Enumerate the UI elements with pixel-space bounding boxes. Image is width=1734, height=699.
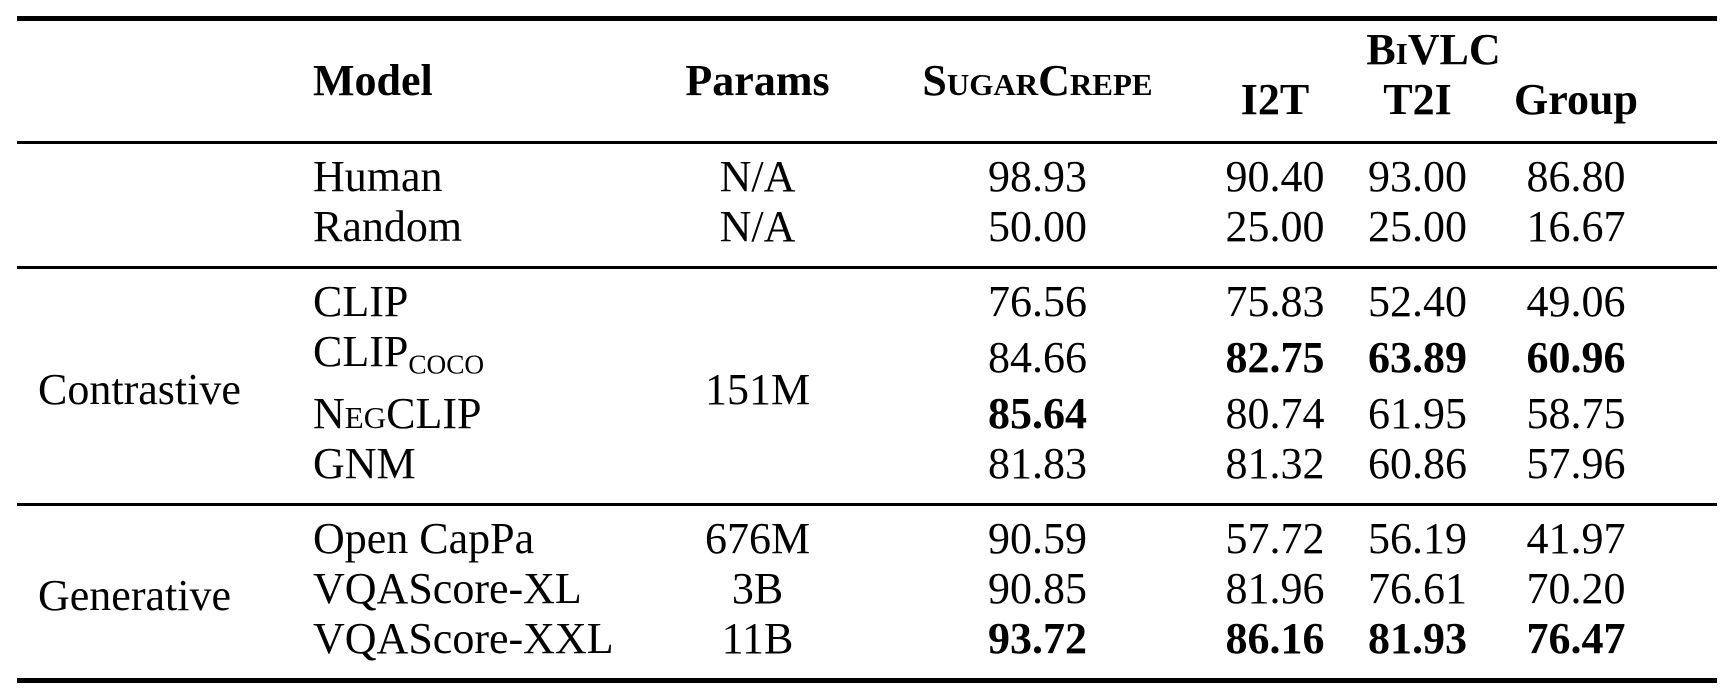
group-label: Generative (38, 571, 231, 621)
model-name-smallcaps: Neg (313, 389, 387, 439)
score-group: 57.96 (1526, 439, 1626, 489)
column-header-i2t: I2T (1240, 74, 1310, 124)
paper-page: Model Params SugarCrepe BiVLC I2T T2I Gr… (17, 16, 1718, 684)
table-row: CLIPCOCO 84.66 82.75 63.89 60.96 (17, 327, 1717, 390)
table-row: Human N/A 98.93 90.40 93.00 86.80 (17, 142, 1717, 202)
model-name-text: CLIP (313, 326, 409, 376)
model-name: Human (300, 142, 650, 202)
score-i2t: 90.40 (1225, 151, 1325, 201)
score-i2t: 25.00 (1225, 201, 1325, 251)
model-name-subscript: COCO (408, 349, 485, 380)
table-row: VQAScore-XXL 11B 93.72 86.16 81.93 76.47 (17, 614, 1717, 681)
score-i2t: 75.83 (1225, 276, 1325, 326)
params-value: 151M (704, 364, 811, 414)
score-i2t: 81.32 (1225, 439, 1325, 489)
table-row: Generative Open CapPa 676M 90.59 57.72 56.19 4… (17, 505, 1717, 620)
score-t2i: 56.19 (1368, 514, 1467, 564)
model-name: CLIPCOCO (300, 327, 650, 390)
table-row: VQAScore-XL 3B 90.85 81.96 76.61 70.20 (17, 564, 1717, 614)
score-group: 41.97 (1526, 514, 1626, 564)
model-name-text: GNM (313, 439, 416, 489)
table-section-generative: Generative Open CapPa 676M 90.59 57.72 56.19 4… (17, 504, 1718, 681)
group-label (17, 142, 300, 267)
score-group: 86.80 (1526, 151, 1626, 201)
score-group: 58.75 (1526, 389, 1626, 439)
column-header-sugarcrepe: SugarCrepe (922, 55, 1153, 105)
model-name-text: VQAScore-XL (313, 564, 582, 614)
model-name: VQAScore-XXL (300, 614, 650, 681)
header-row-sub: I2T T2I Group (17, 75, 1717, 143)
column-header-bivlc: BiVLC (1366, 24, 1501, 74)
score-t2i: 25.00 (1368, 201, 1467, 251)
score-sugarcrepe: 90.85 (988, 564, 1087, 614)
score-sugarcrepe: 84.66 (988, 332, 1087, 382)
score-group: 70.20 (1526, 564, 1626, 614)
column-header-group: Group (1514, 74, 1638, 124)
table-row: Contrastive CLIP 151M 76.56 75.83 52.40 49.06 (17, 267, 1717, 414)
model-name: NegCLIP (300, 389, 650, 439)
model-name-text: Open CapPa (313, 514, 535, 564)
params-value: N/A (719, 151, 796, 201)
column-header-t2i: T2I (1383, 74, 1452, 124)
score-t2i: 61.95 (1368, 389, 1467, 439)
table-section-contrastive: Contrastive CLIP 151M 76.56 75.83 52.40 49.06 C… (17, 267, 1718, 505)
table-header: Model Params SugarCrepe BiVLC I2T T2I Gr… (17, 19, 1718, 143)
score-i2t: 86.16 (1225, 614, 1325, 664)
table-row: NegCLIP 85.64 80.74 61.95 58.75 (17, 389, 1717, 439)
model-name: GNM (300, 439, 650, 505)
model-name: Random (300, 202, 650, 268)
model-name-text: VQAScore-XXL (313, 614, 614, 664)
params-value: N/A (719, 201, 796, 251)
column-header-params: Params (685, 55, 830, 105)
score-i2t: 80.74 (1225, 389, 1325, 439)
score-group: 16.67 (1526, 201, 1626, 251)
score-sugarcrepe: 90.59 (988, 514, 1087, 564)
score-group: 49.06 (1526, 276, 1626, 326)
score-sugarcrepe: 85.64 (988, 389, 1087, 439)
model-name-text: Human (313, 151, 443, 201)
benchmark-results-table: Model Params SugarCrepe BiVLC I2T T2I Gr… (17, 16, 1718, 684)
score-sugarcrepe: 76.56 (988, 276, 1087, 326)
score-i2t: 57.72 (1225, 514, 1325, 564)
score-t2i: 93.00 (1368, 151, 1467, 201)
group-column-header-empty (17, 19, 300, 143)
table-row: GNM 81.83 81.32 60.86 57.96 (17, 439, 1717, 505)
group-label: Contrastive (38, 364, 241, 414)
score-i2t: 82.75 (1225, 332, 1325, 382)
model-name: Open CapPa (300, 505, 650, 565)
table-section-baselines: Human N/A 98.93 90.40 93.00 86.80 Random N/A 50.… (17, 142, 1718, 268)
params-value: 3B (731, 564, 784, 614)
score-t2i: 52.40 (1368, 276, 1467, 326)
header-row-top: Model Params SugarCrepe BiVLC (17, 19, 1717, 105)
score-group: 76.47 (1526, 614, 1626, 664)
score-t2i: 76.61 (1368, 564, 1467, 614)
table-row: Random N/A 50.00 25.00 25.00 16.67 (17, 202, 1717, 268)
model-name-text: CLIP (386, 389, 482, 439)
model-name-text: Random (313, 201, 463, 251)
model-name-text: CLIP (313, 276, 409, 326)
score-sugarcrepe: 50.00 (988, 201, 1087, 251)
score-sugarcrepe: 98.93 (988, 151, 1087, 201)
params-value: 11B (721, 614, 794, 664)
score-sugarcrepe: 81.83 (988, 439, 1087, 489)
score-t2i: 63.89 (1368, 332, 1467, 382)
score-i2t: 81.96 (1225, 564, 1325, 614)
score-t2i: 81.93 (1368, 614, 1467, 664)
model-name: VQAScore-XL (300, 564, 650, 614)
params-value: 676M (704, 514, 811, 564)
score-group: 60.96 (1526, 332, 1626, 382)
score-sugarcrepe: 93.72 (988, 614, 1087, 664)
model-name: CLIP (300, 267, 650, 327)
score-t2i: 60.86 (1368, 439, 1467, 489)
column-header-model: Model (313, 55, 433, 105)
